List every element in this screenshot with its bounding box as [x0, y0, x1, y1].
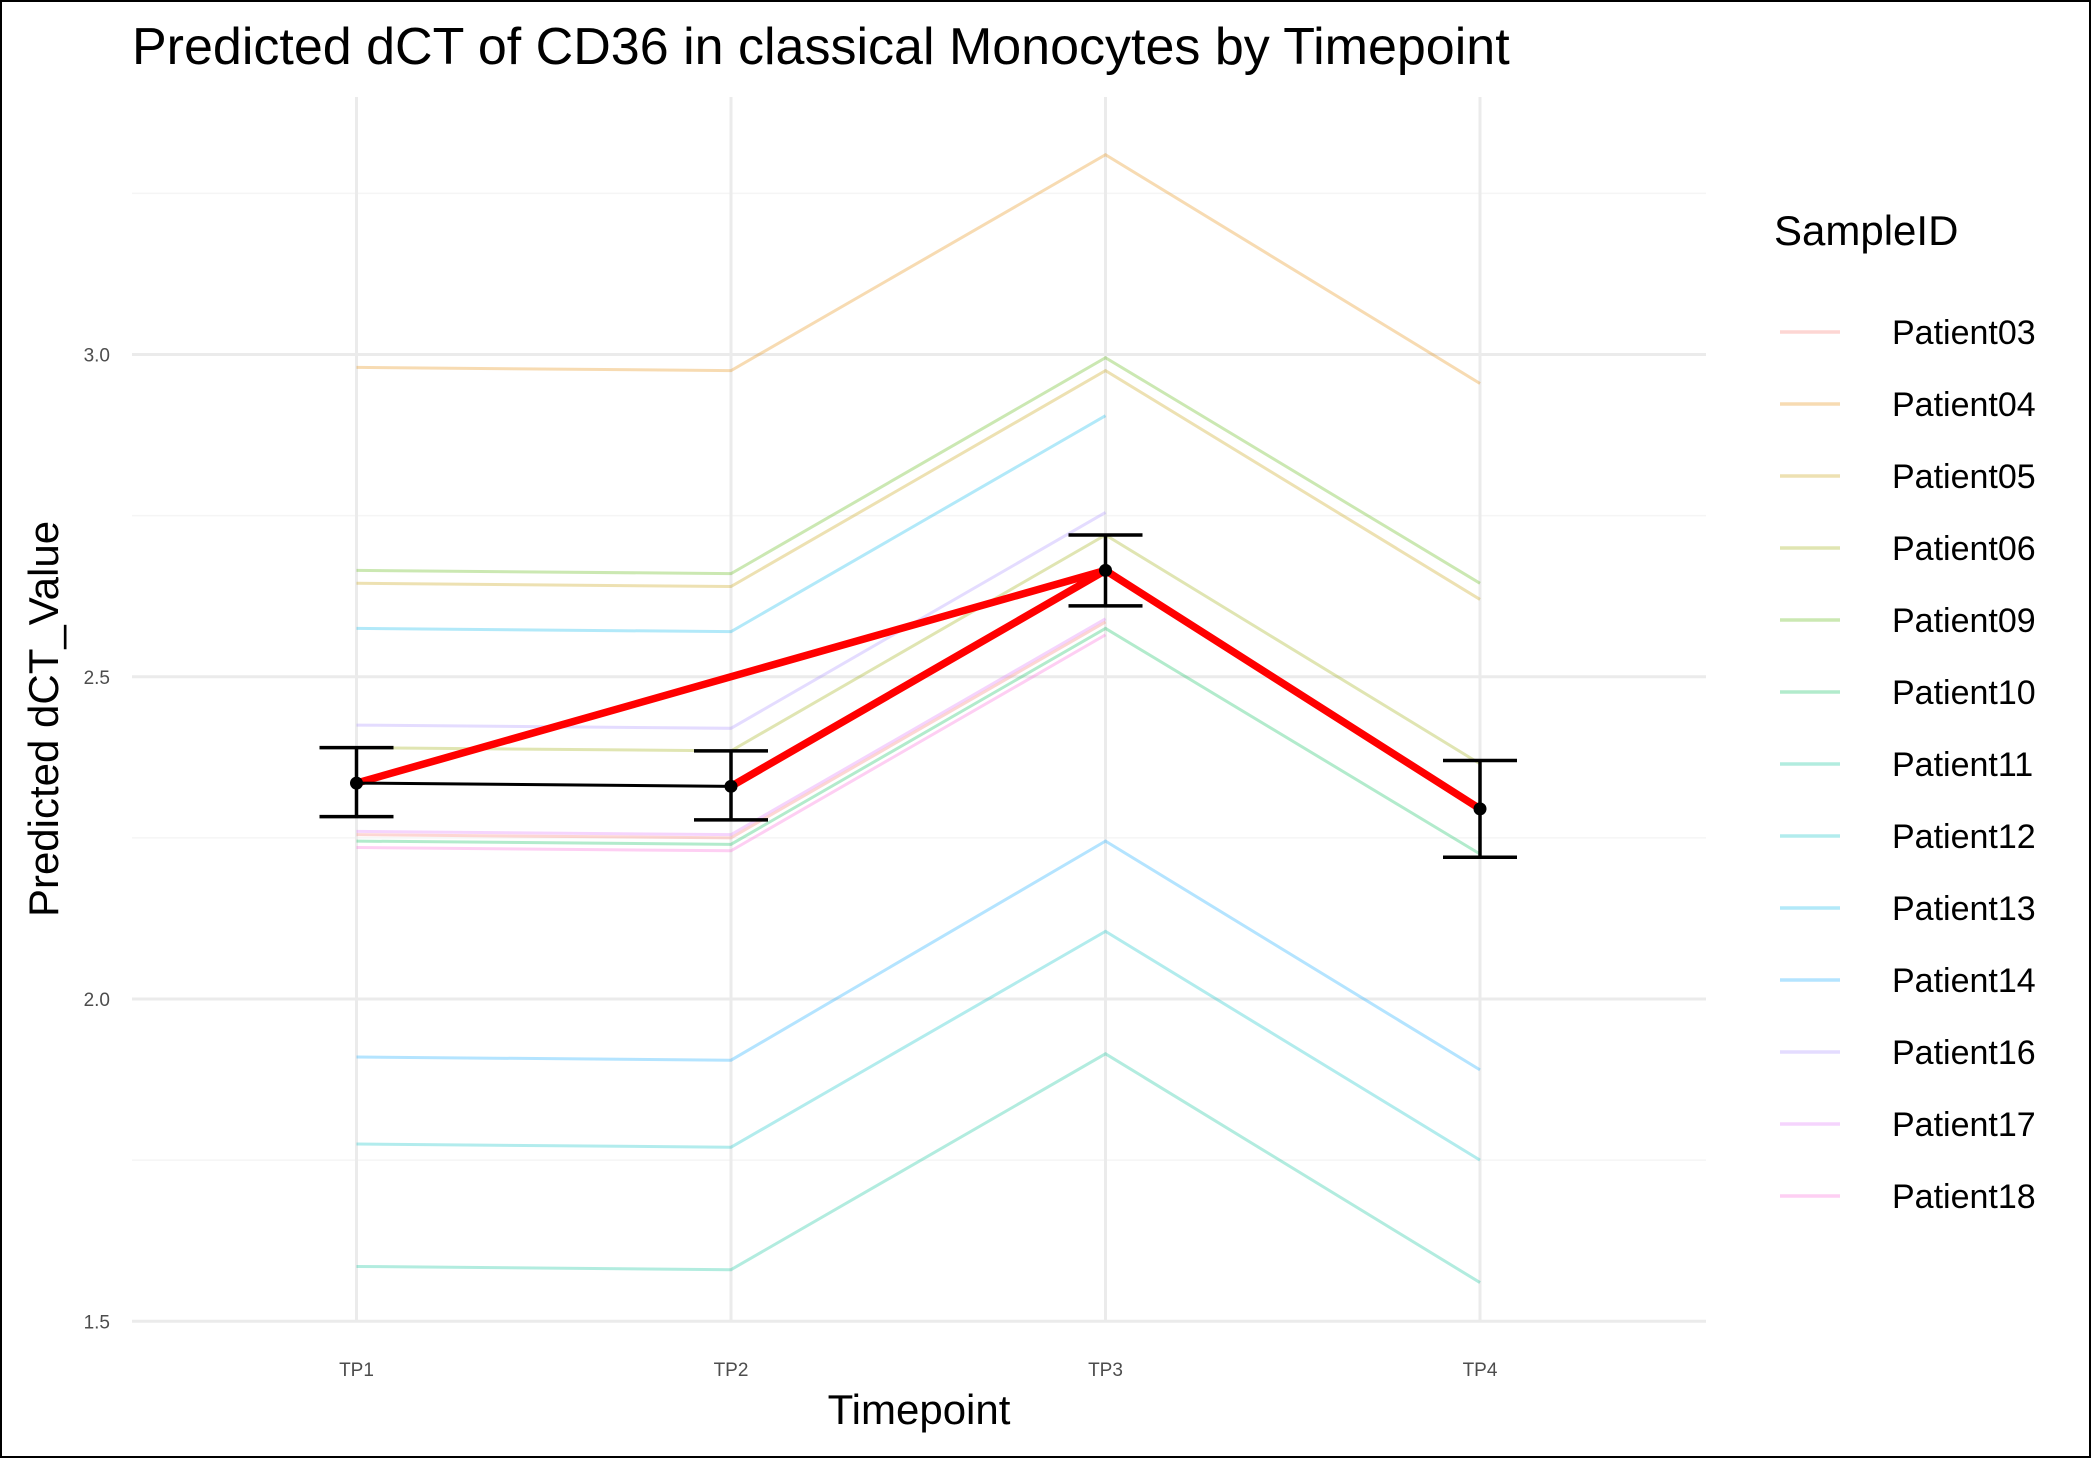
legend-label: Patient14 [1892, 962, 2036, 1000]
chart-title: Predicted dCT of CD36 in classical Monoc… [132, 18, 1510, 76]
series-line-patient13 [356, 414, 1107, 634]
legend-item: Patient17 [1780, 1106, 2036, 1144]
series-line-patient09 [356, 355, 1481, 585]
series-line-patient14 [356, 839, 1481, 1072]
series-line-patient16 [356, 511, 1107, 730]
legend-item: Patient13 [1780, 890, 2036, 928]
legend-label: Patient17 [1892, 1106, 2036, 1144]
legend-label: Patient04 [1892, 386, 2036, 424]
mean-point [1473, 802, 1487, 816]
grid-layer [132, 97, 1706, 1323]
series-line-patient17 [356, 617, 1107, 837]
legend-layer: SampleID Patient03 Patient04 Patient05 Patie… [1774, 207, 2036, 1216]
legend-item: Patient06 [1780, 530, 2036, 568]
legend-item: Patient09 [1780, 602, 2036, 640]
series-line-patient18 [356, 633, 1107, 853]
legend-item: Patient12 [1780, 818, 2036, 856]
x-axis-title: Timepoint [828, 1386, 1011, 1433]
legend-item: Patient11 [1780, 746, 2033, 784]
y-tick-label: 3.0 [84, 346, 110, 367]
highlight-trend-line [355, 566, 1483, 813]
legend-label: Patient10 [1892, 674, 2036, 712]
mean-point [724, 779, 738, 793]
mean-layer [319, 533, 1517, 859]
legend-label: Patient16 [1892, 1034, 2036, 1072]
legend-item: Patient04 [1780, 386, 2036, 424]
series-layer [356, 152, 1481, 1284]
legend-label: Patient06 [1892, 530, 2036, 568]
legend-label: Patient09 [1892, 602, 2036, 640]
series-line-patient11 [356, 1052, 1481, 1284]
series-line-patient12 [356, 929, 1481, 1162]
x-tick-label: TP2 [714, 1360, 749, 1381]
x-tick-label: TP4 [1463, 1360, 1498, 1381]
y-axis-title: Predicted dCT_Value [20, 521, 67, 917]
legend-item: Patient16 [1780, 1034, 2036, 1072]
y-tick-label: 2.5 [84, 668, 110, 689]
legend-item: Patient14 [1780, 962, 2036, 1000]
series-line-patient06 [356, 533, 1481, 766]
mean-line [356, 781, 732, 788]
legend-label: Patient05 [1892, 458, 2036, 496]
y-tick-label: 2.0 [84, 990, 110, 1011]
legend-label: Patient18 [1892, 1178, 2036, 1216]
mean-point [1099, 563, 1112, 577]
legend-label: Patient13 [1892, 890, 2036, 928]
mean-point [350, 776, 363, 790]
legend-item: Patient03 [1780, 314, 2036, 352]
legend-item: Patient10 [1780, 674, 2036, 712]
y-tick-label: 1.5 [84, 1312, 110, 1333]
legend-label: Patient03 [1892, 314, 2036, 352]
x-tick-label: TP1 [339, 1360, 374, 1381]
legend-label: Patient12 [1892, 818, 2036, 856]
series-line-patient04 [356, 152, 1481, 385]
axis-layer: 1.5 2.0 2.5 3.0 TP1 TP2 TP3 TP4 [84, 346, 1498, 1382]
legend-item: Patient18 [1780, 1178, 2036, 1216]
series-line-patient10 [356, 626, 1481, 856]
series-line-patient05 [356, 368, 1481, 601]
x-tick-label: TP3 [1088, 1360, 1123, 1381]
legend-label: Patient11 [1892, 746, 2033, 784]
series-line-patient03 [356, 620, 1107, 840]
highlight-layer [355, 566, 1483, 813]
legend-item: Patient05 [1780, 458, 2036, 496]
legend-title: SampleID [1774, 207, 1958, 254]
